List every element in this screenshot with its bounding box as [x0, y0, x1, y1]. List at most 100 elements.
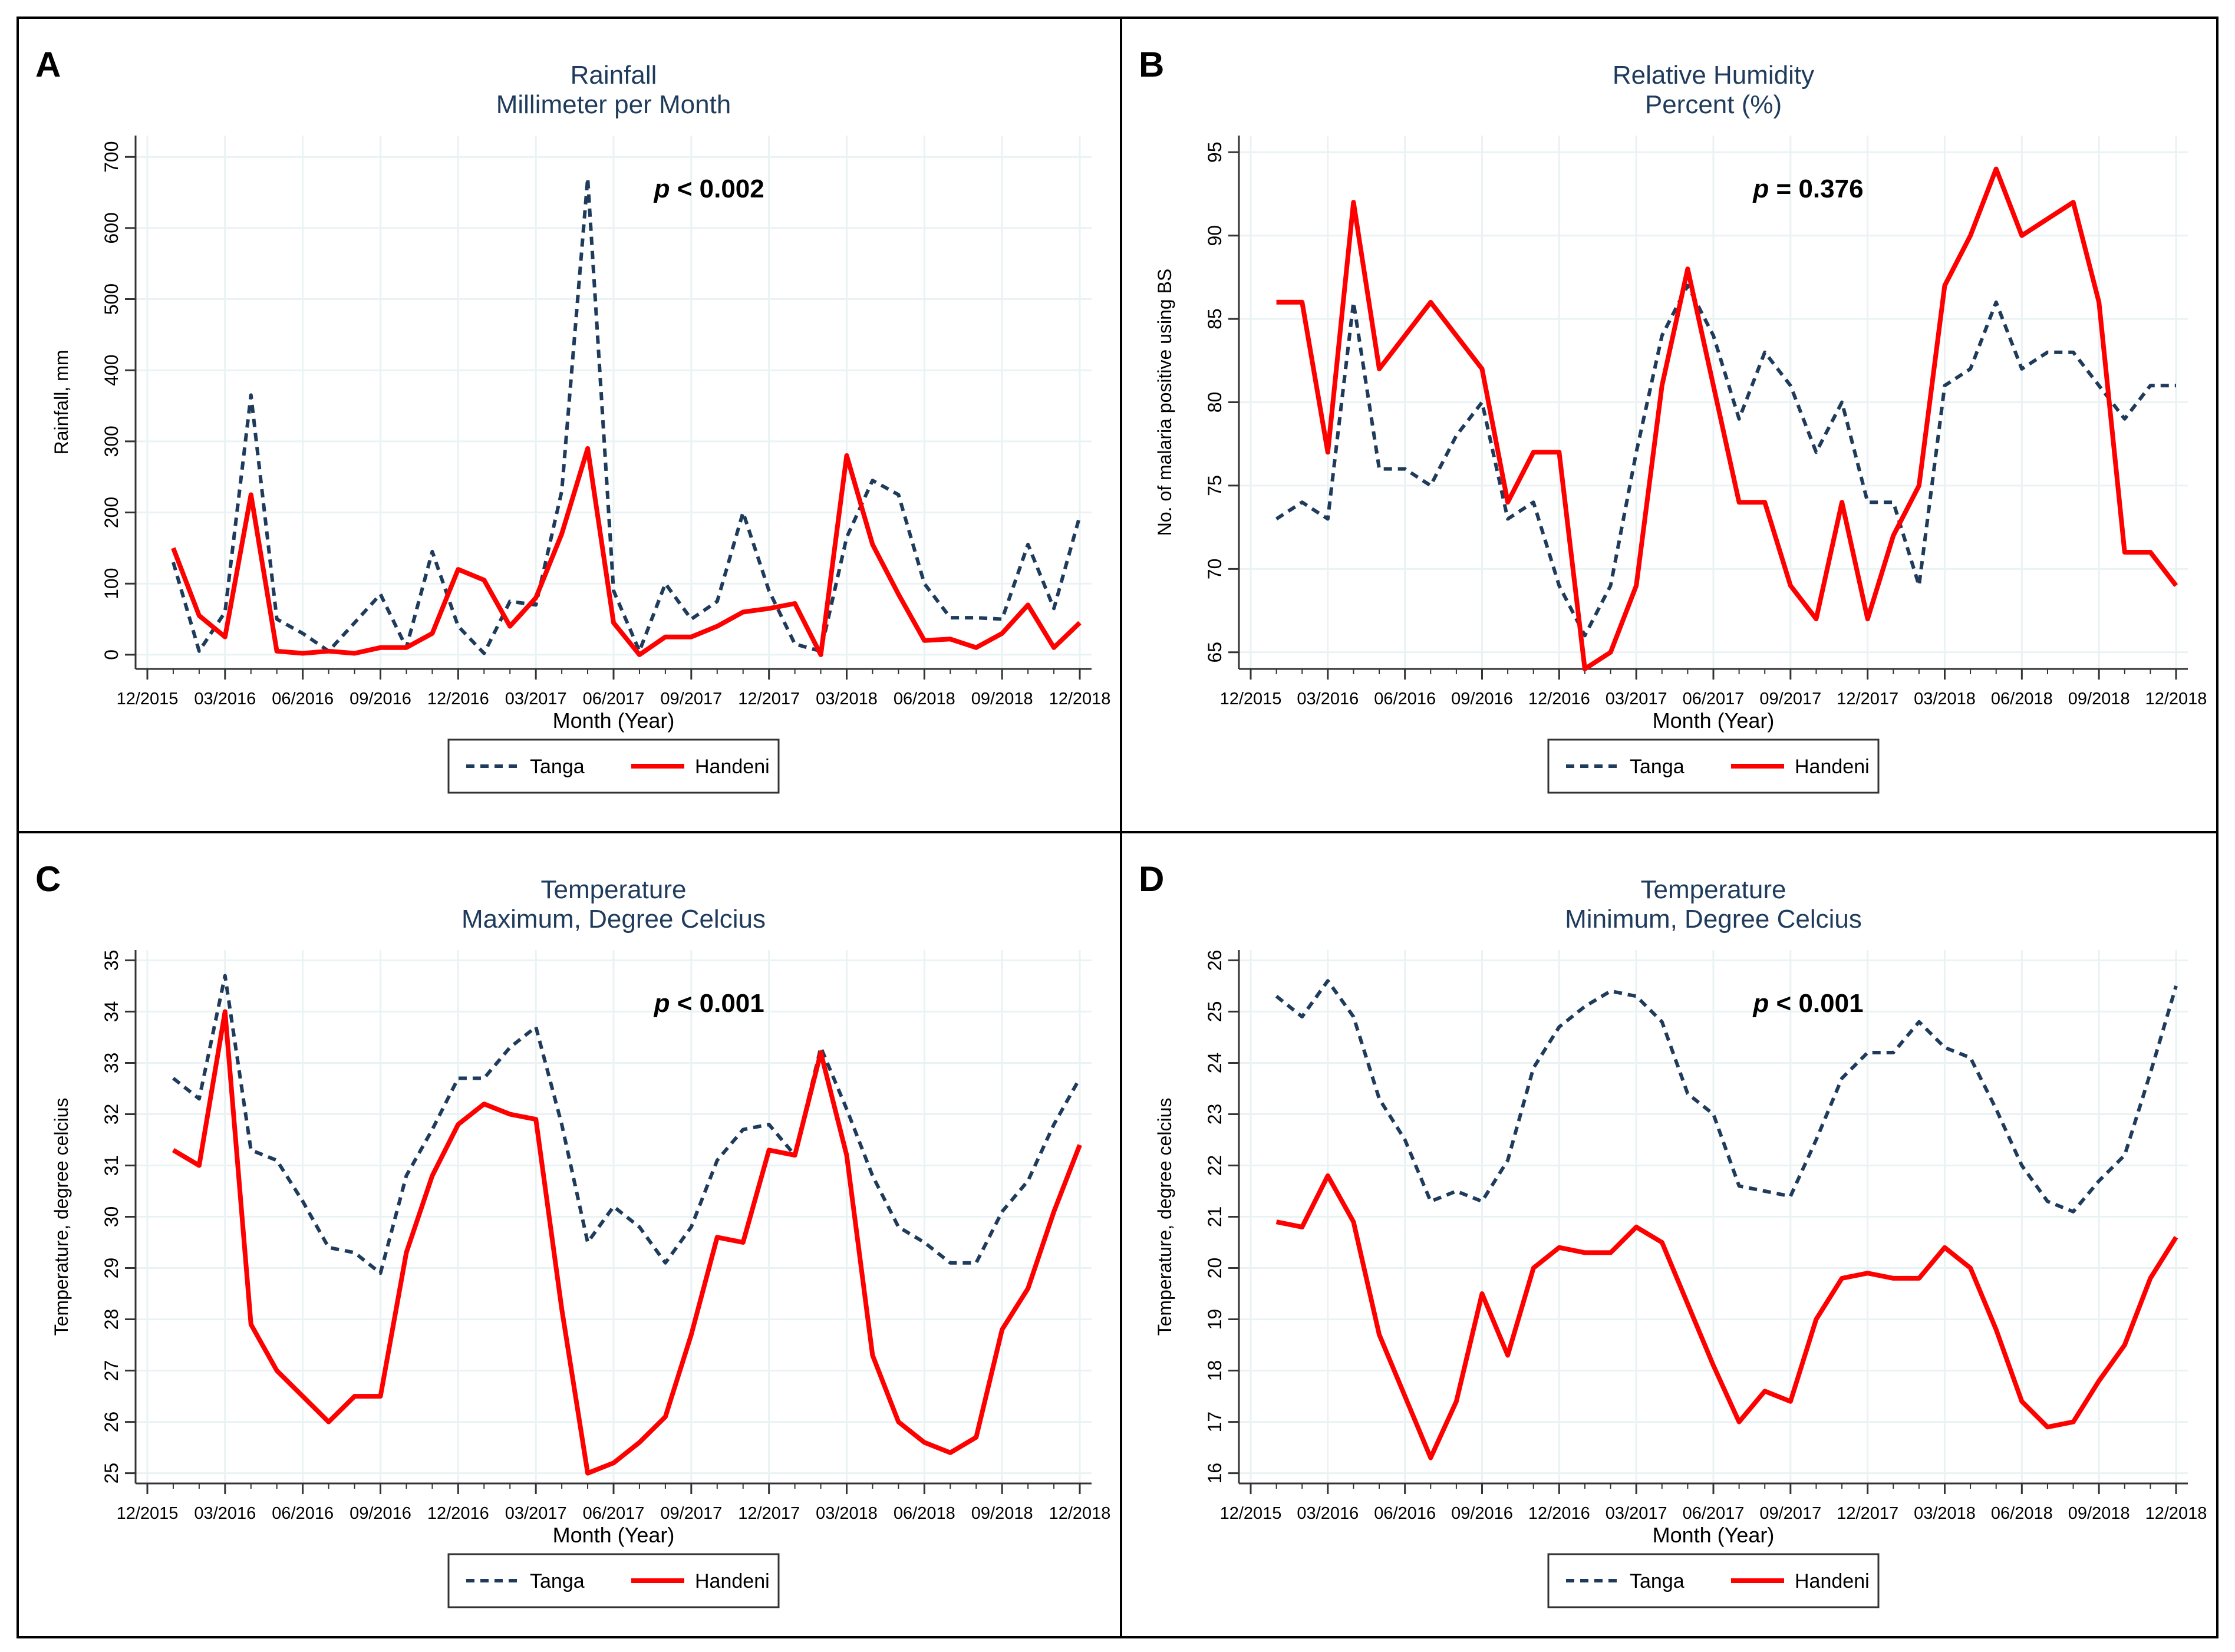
- x-axis-label: Month (Year): [553, 1523, 675, 1547]
- y-tick-label: 27: [101, 1360, 122, 1381]
- x-tick-label: 12/2015: [1220, 690, 1282, 708]
- x-tick-label: 12/2016: [427, 690, 489, 708]
- y-tick-label: 500: [101, 283, 122, 315]
- legend: Tanga Handeni: [1547, 1553, 1880, 1608]
- y-tick-label: 75: [1204, 475, 1225, 496]
- panel-letter-a: A: [35, 45, 61, 84]
- x-tick-label: 12/2018: [2145, 690, 2207, 708]
- x-tick-label: 03/2016: [194, 1504, 256, 1523]
- series-line-handeni: [1276, 166, 2178, 671]
- x-tick-label: 03/2017: [1606, 1504, 1667, 1523]
- x-tick-label: 12/2016: [427, 1504, 489, 1523]
- x-tick-label: 03/2017: [505, 1504, 567, 1523]
- x-tick-label: 03/2018: [1914, 1504, 1976, 1523]
- legend-box: [1547, 738, 1880, 794]
- series-line-handeni: [171, 446, 1082, 657]
- chart-title: Temperature: [1640, 875, 1786, 904]
- panel-letter-b: B: [1139, 45, 1164, 84]
- series-line-tanga: [1275, 283, 2176, 638]
- x-tick-label: 09/2018: [2068, 1504, 2130, 1523]
- x-tick-label: 06/2018: [894, 1504, 955, 1523]
- panel-letter-d: D: [1139, 859, 1164, 899]
- panel-border-d: [1120, 831, 2218, 1638]
- legend-box: [447, 738, 780, 794]
- y-axis-label: Temperature, degree celcius: [51, 1098, 72, 1336]
- y-tick-label: 700: [101, 141, 122, 173]
- y-tick-label: 90: [1204, 225, 1225, 246]
- legend: Tanga Handeni: [447, 1553, 780, 1608]
- x-tick-label: 06/2017: [583, 1504, 645, 1523]
- y-tick-label: 16: [1204, 1463, 1225, 1484]
- x-tick-label: 12/2016: [1528, 1504, 1590, 1523]
- y-tick-label: 35: [101, 950, 122, 971]
- x-axis-label: Month (Year): [1653, 708, 1775, 733]
- x-tick-label: 03/2018: [1914, 690, 1976, 708]
- x-tick-label: 09/2016: [350, 690, 411, 708]
- y-tick-label: 18: [1204, 1360, 1225, 1381]
- x-tick-label: 09/2016: [350, 1504, 411, 1523]
- p-value-annotation: p = 0.376: [1752, 174, 1863, 203]
- x-tick-label: 09/2017: [660, 1504, 722, 1523]
- panel-letter-c: C: [35, 859, 61, 899]
- x-tick-label: 09/2018: [971, 1504, 1033, 1523]
- series-line-tanga: [172, 176, 1082, 655]
- x-tick-label: 09/2018: [971, 690, 1033, 708]
- legend-label-tanga: Tanga: [530, 756, 585, 778]
- y-tick-label: 28: [101, 1309, 122, 1330]
- x-tick-label: 06/2017: [1683, 1504, 1745, 1523]
- chart-subtitle: Percent (%): [1645, 90, 1782, 119]
- y-tick-label: 30: [101, 1206, 122, 1228]
- legend-label-handeni: Handeni: [695, 1570, 770, 1592]
- x-tick-label: 12/2018: [2145, 1504, 2207, 1523]
- y-tick-label: 26: [1204, 950, 1225, 971]
- x-tick-label: 06/2016: [1374, 1504, 1436, 1523]
- x-tick-label: 03/2016: [1297, 1504, 1359, 1523]
- legend-label-handeni: Handeni: [1795, 1570, 1870, 1592]
- legend-box: [1547, 1553, 1880, 1608]
- legend: Tanga Handeni: [447, 738, 780, 794]
- y-axis-label: No. of malaria positive using BS: [1154, 269, 1175, 536]
- x-tick-label: 03/2017: [1606, 690, 1667, 708]
- x-tick-label: 09/2017: [1759, 1504, 1821, 1523]
- x-tick-label: 12/2018: [1049, 1504, 1111, 1523]
- x-tick-label: 06/2016: [272, 690, 334, 708]
- legend-label-handeni: Handeni: [695, 756, 770, 778]
- y-tick-label: 29: [101, 1258, 122, 1279]
- y-tick-label: 80: [1204, 392, 1225, 413]
- x-tick-label: 03/2016: [194, 690, 256, 708]
- p-value-annotation: p < 0.001: [1752, 989, 1863, 1018]
- y-tick-label: 600: [101, 212, 122, 243]
- x-axis-label: Month (Year): [1653, 1523, 1775, 1547]
- y-tick-label: 70: [1204, 559, 1225, 580]
- x-tick-label: 12/2017: [738, 1504, 800, 1523]
- p-value-annotation: p < 0.002: [654, 174, 764, 203]
- chart-title: Relative Humidity: [1613, 61, 1814, 90]
- y-tick-label: 19: [1204, 1309, 1225, 1330]
- x-tick-label: 06/2017: [1683, 690, 1745, 708]
- y-tick-label: 20: [1204, 1258, 1225, 1279]
- legend: Tanga Handeni: [1547, 738, 1880, 794]
- chart-subtitle: Maximum, Degree Celcius: [461, 905, 766, 934]
- x-tick-label: 12/2015: [1220, 1504, 1282, 1523]
- y-tick-label: 200: [101, 497, 122, 528]
- y-tick-label: 23: [1204, 1104, 1225, 1125]
- y-tick-label: 25: [101, 1463, 122, 1484]
- x-tick-label: 03/2018: [816, 690, 878, 708]
- y-tick-label: 300: [101, 426, 122, 457]
- y-tick-label: 85: [1204, 308, 1225, 329]
- x-tick-label: 12/2015: [117, 1504, 179, 1523]
- y-tick-label: 26: [101, 1412, 122, 1433]
- chart-subtitle: Millimeter per Month: [496, 90, 731, 119]
- x-tick-label: 06/2018: [1991, 690, 2053, 708]
- x-tick-label: 03/2018: [816, 1504, 878, 1523]
- x-tick-label: 12/2017: [1837, 1504, 1898, 1523]
- y-tick-label: 95: [1204, 141, 1225, 163]
- y-tick-label: 22: [1204, 1155, 1225, 1176]
- p-value-annotation: p < 0.001: [654, 989, 764, 1018]
- x-tick-label: 06/2016: [272, 1504, 334, 1523]
- y-tick-label: 400: [101, 355, 122, 386]
- legend-box: [447, 1553, 780, 1608]
- y-axis-label: Temperature, degree celcius: [1154, 1098, 1175, 1336]
